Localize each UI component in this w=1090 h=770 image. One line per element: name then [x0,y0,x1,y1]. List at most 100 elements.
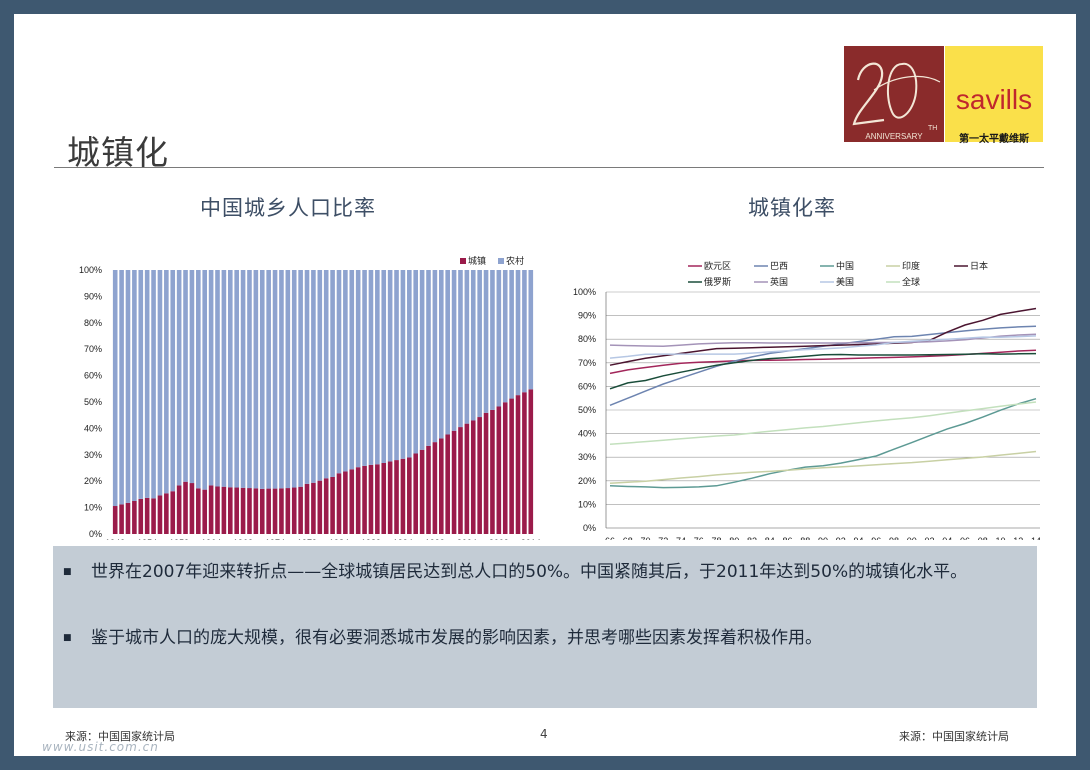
y-tick-label: 0% [583,523,596,533]
legend-label-rural: 农村 [506,255,524,266]
bar-rural [208,270,214,486]
bar-rural [240,270,246,488]
bar-urban [311,482,316,534]
bar-rural [164,270,169,494]
bar-urban [234,487,239,534]
y-tick-label: 40% [578,429,596,439]
logo-th: TH [928,125,937,132]
x-tick-label: 1994 [393,538,413,540]
bar-rural [176,270,182,486]
bar-rural [132,270,137,501]
title-divider [54,167,1044,168]
bar-urban [349,469,355,534]
x-tick-label: 2009 [489,538,509,540]
bar-rural [528,270,534,390]
bar-urban [112,506,118,534]
bar-rural [157,270,163,496]
bar-urban [138,498,144,534]
x-tick-label: 82 [747,536,757,540]
bar-urban [202,489,208,534]
bar-urban [247,488,252,534]
legend-label: 中国 [836,260,854,271]
legend-label: 日本 [970,260,988,271]
bar-urban [413,453,419,534]
bar-rural [515,270,521,396]
legend-label: 全球 [902,276,920,287]
y-tick-label: 50% [84,397,102,407]
y-tick-label: 100% [573,287,596,297]
x-tick-label: 1984 [329,538,349,540]
logo-anniversary: ANNIVERSARY [865,132,923,141]
bar-urban [496,406,502,534]
bar-urban [170,491,176,534]
x-tick-label: 66 [605,536,615,540]
bar-rural [483,270,489,413]
bar-rural [375,270,380,465]
bar-rural [330,270,335,477]
bar-rural [477,270,482,418]
bar-urban [336,473,342,534]
series-line-中国 [609,397,1037,489]
legend-label-urban: 城镇 [468,255,486,266]
bar-urban [426,445,431,534]
x-tick-label: 08 [978,536,988,540]
y-tick-label: 60% [578,381,596,391]
chart-title-population-ratio: 中国城乡人口比率 [200,196,376,220]
y-tick-label: 50% [578,405,596,415]
page-title: 城镇化 [67,133,169,172]
bar-urban [470,420,476,534]
bar-rural [464,270,470,424]
bar-rural [183,270,188,482]
bar-urban [125,502,131,534]
bar-urban [298,486,303,534]
x-tick-label: 96 [871,536,881,540]
bar-rural [355,270,361,468]
note-text: 世界在2007年迎来转折点——全球城镇居民达到总人口的50%。中国紧随其后，于2… [91,562,968,582]
y-tick-label: 10% [84,503,102,513]
bar-rural [490,270,495,410]
savills-logo: savills 第一太平戴维斯 [945,46,1043,145]
chart-title-urbanization-rate: 城镇化率 [748,196,836,220]
bar-urban [438,438,444,534]
bar-rural [502,270,508,403]
bar-rural [247,270,252,489]
bar-urban [279,488,284,534]
x-tick-label: 14 [1031,536,1041,540]
series-line-日本 [609,307,1037,366]
bar-urban [215,486,220,534]
bar-urban [189,483,195,534]
legend-label: 印度 [902,260,920,271]
bar-urban [317,480,323,534]
series-line-印度 [609,450,1037,484]
bar-rural [470,270,476,421]
notes-box: ■ 世界在2007年迎来转折点——全球城镇居民达到总人口的50%。中国紧随其后，… [53,546,1037,708]
bar-rural [451,270,457,431]
bar-rural [215,270,220,487]
x-tick-label: 98 [889,536,899,540]
bar-urban [394,460,399,534]
bar-rural [227,270,233,488]
y-tick-label: 70% [84,344,102,354]
bar-rural [311,270,316,483]
logo-brand-cn: 第一太平戴维斯 [959,134,1029,145]
bar-urban [407,457,412,534]
bar-urban [445,434,450,534]
x-tick-label: 84 [765,536,775,540]
x-tick-label: 74 [676,536,686,540]
x-tick-label: 94 [853,536,863,540]
bar-rural [362,270,367,466]
bar-rural [368,270,374,465]
y-tick-label: 90% [84,291,102,301]
bar-rural [259,270,265,489]
legend-label: 巴西 [770,261,788,271]
bar-urban [259,488,265,534]
bar-urban [477,417,482,534]
bar-rural [304,270,310,484]
x-tick-label: 1979 [297,538,317,540]
bar-urban [451,430,457,534]
x-tick-label: 06 [960,536,970,540]
bar-rural [138,270,144,499]
legend-label: 英国 [770,276,788,287]
bar-urban [362,465,367,534]
x-tick-label: 78 [711,536,721,540]
